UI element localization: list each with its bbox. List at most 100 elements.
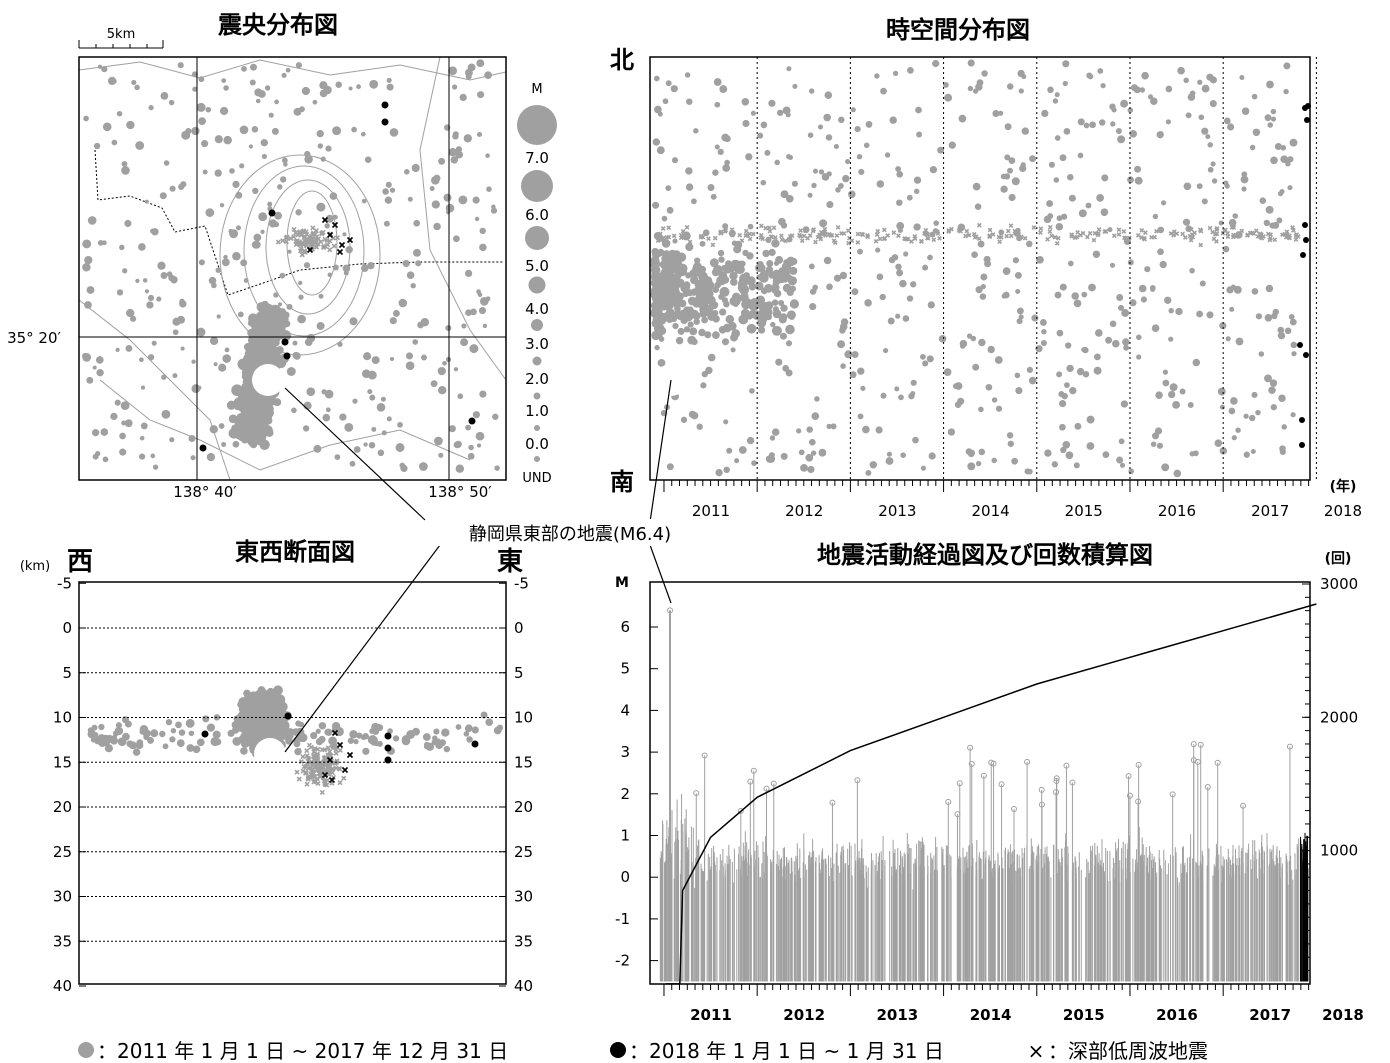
spacetime-lowfreq-event	[996, 234, 1002, 240]
map-event	[325, 214, 334, 223]
spacetime-event	[1168, 308, 1174, 314]
section-event	[356, 732, 363, 739]
map-event	[437, 366, 446, 376]
spacetime-event	[723, 419, 729, 425]
spacetime-event	[1229, 306, 1235, 312]
map-event	[116, 289, 124, 296]
spacetime-event	[1071, 292, 1079, 300]
spacetime-event	[790, 299, 799, 308]
map-event	[280, 330, 292, 342]
map-event	[82, 262, 91, 272]
map-event	[242, 381, 252, 392]
spacetime-event	[674, 305, 681, 312]
spacetime-event	[712, 331, 720, 339]
map-event	[238, 402, 248, 413]
section-event	[324, 728, 332, 736]
map-event	[224, 347, 230, 353]
spacetime-event	[1252, 128, 1261, 137]
legend-black-marker	[610, 1042, 626, 1058]
spacetime-event	[661, 254, 670, 263]
spacetime-event	[1157, 226, 1165, 234]
mag-legend-4: 4.0	[525, 300, 549, 318]
spacetime-event	[938, 334, 947, 343]
spacetime-event	[772, 282, 779, 289]
depth-tick-left: 0	[62, 619, 72, 637]
map-event	[297, 280, 303, 286]
section-event	[272, 724, 282, 734]
spacetime-event	[833, 143, 839, 150]
map-event	[443, 193, 452, 202]
spacetime-event	[1277, 332, 1286, 340]
spacetime-event	[991, 397, 998, 403]
spacetime-event	[1066, 364, 1074, 373]
spacetime-event	[1019, 164, 1027, 172]
spacetime-lowfreq-event	[877, 236, 883, 242]
spacetime-event	[1240, 175, 1249, 184]
spacetime-lowfreq-event	[1047, 224, 1053, 230]
spacetime-event	[1039, 319, 1047, 326]
map-lowfreq-event	[310, 231, 316, 237]
spacetime-lowfreq-event	[1149, 234, 1154, 240]
spacetime-event	[1219, 322, 1227, 330]
spacetime-event	[656, 146, 665, 155]
map-event	[356, 84, 361, 90]
section-lowfreq-event	[300, 754, 306, 760]
map-event	[335, 81, 342, 88]
spacetime-event	[670, 252, 677, 260]
spacetime-event	[1264, 374, 1272, 383]
spacetime-event	[656, 306, 663, 314]
section-event	[87, 729, 97, 739]
count-tick: 1000	[1320, 842, 1358, 860]
spacetime-event	[806, 426, 813, 433]
spacetime-event	[741, 292, 749, 300]
spacetime-event	[1073, 462, 1080, 469]
spacetime-lowfreq-event	[834, 233, 840, 238]
map-event	[161, 374, 167, 380]
map-event	[348, 86, 353, 91]
map-event	[320, 156, 326, 162]
map-event	[442, 361, 447, 366]
spacetime-event	[712, 169, 719, 176]
spacetime-event	[818, 448, 827, 457]
section-title: 東西断面図	[235, 538, 355, 566]
section-event	[240, 747, 248, 755]
map-event	[206, 452, 216, 462]
spacetime-event	[1036, 255, 1044, 264]
map-event	[152, 464, 159, 470]
spacetime-event	[785, 112, 791, 118]
spacetime-lowfreq-event	[1211, 236, 1217, 242]
map-event	[367, 389, 373, 395]
map-event	[169, 437, 175, 443]
spacetime-event	[943, 368, 952, 376]
map-event	[486, 186, 492, 192]
map-event	[405, 361, 415, 371]
spacetime-event	[707, 183, 715, 192]
section-event-2018	[284, 712, 292, 720]
spacetime-event	[1109, 262, 1116, 268]
spacetime-lowfreq-event	[803, 228, 808, 234]
spacetime-year-label: 2011	[692, 502, 730, 520]
spacetime-event	[981, 70, 988, 77]
spacetime-event	[726, 447, 733, 454]
map-lowfreq-event-2018	[326, 231, 334, 239]
spacetime-lowfreq-event	[666, 225, 672, 231]
section-event	[392, 735, 400, 742]
spacetime-event	[1086, 72, 1093, 79]
spacetime-event	[1183, 77, 1189, 84]
spacetime-event	[1107, 227, 1113, 233]
map-event	[201, 140, 209, 148]
spacetime-event	[896, 269, 904, 277]
spacetime-event	[688, 410, 697, 419]
spacetime-lowfreq-event	[729, 227, 735, 233]
map-lowfreq-event-2018	[336, 248, 344, 256]
spacetime-event	[657, 359, 666, 367]
spacetime-lowfreq-event	[1004, 233, 1010, 239]
spacetime-lowfreq-event	[661, 237, 667, 243]
spacetime-event	[1279, 189, 1285, 195]
section-event	[298, 721, 305, 728]
map-event	[196, 327, 206, 337]
spacetime-lowfreq-event	[971, 231, 977, 237]
spacetime-event	[903, 251, 909, 257]
spacetime-lowfreq-event	[963, 233, 968, 239]
map-event-2018	[381, 101, 389, 109]
